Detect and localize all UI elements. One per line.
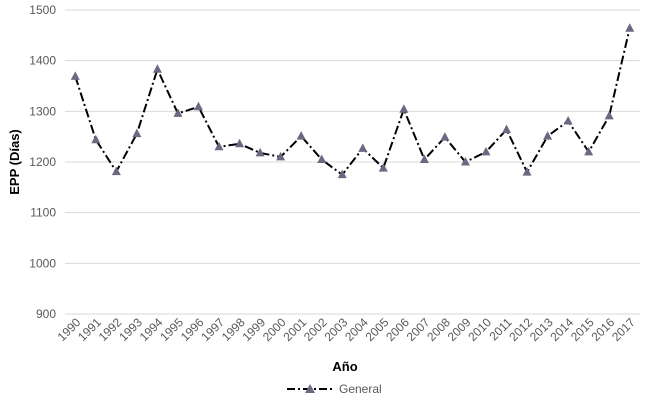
- data-point-1998: [235, 138, 245, 148]
- data-point-1996: [193, 101, 203, 111]
- data-point-1992: [111, 166, 121, 176]
- data-point-2001: [296, 131, 306, 140]
- data-point-2010: [481, 146, 491, 156]
- series-line-general: [74, 27, 631, 176]
- y-axis-title: EPP (Días): [7, 129, 22, 195]
- data-point-2014: [563, 115, 573, 125]
- data-point-1997: [214, 141, 224, 151]
- legend-triangle-marker: [305, 384, 315, 393]
- data-point-1994: [152, 64, 162, 73]
- data-point-2016: [604, 110, 614, 120]
- data-point-1991: [91, 134, 101, 144]
- data-point-2017: [625, 23, 635, 32]
- data-point-2006: [399, 104, 409, 113]
- data-point-2013: [543, 131, 553, 140]
- data-point-2012: [522, 167, 532, 176]
- x-axis-ticks: 1990199119921993199419951996199719981999…: [55, 315, 638, 344]
- data-point-2015: [584, 146, 594, 156]
- data-point-2007: [419, 154, 429, 163]
- y-tick-label: 1400: [29, 54, 56, 68]
- data-point-1999: [255, 147, 265, 157]
- series-layer: [70, 23, 635, 179]
- y-axis-ticks: 900 1000 1100 1200 1300 1400 1500: [29, 3, 56, 321]
- data-point-2002: [317, 154, 327, 163]
- data-point-1995: [173, 108, 183, 117]
- legend: General: [287, 382, 382, 396]
- y-tick-label: 1200: [29, 155, 56, 169]
- data-point-1993: [132, 128, 142, 138]
- data-point-2011: [502, 124, 512, 134]
- data-point-2008: [440, 132, 450, 141]
- data-point-2005: [378, 163, 388, 172]
- data-point-2009: [460, 157, 470, 166]
- grid-lines: [65, 9, 640, 315]
- y-tick-label: 1100: [30, 206, 56, 220]
- data-point-1990: [70, 71, 80, 80]
- legend-label-general: General: [339, 382, 382, 396]
- data-point-2003: [337, 169, 347, 179]
- y-tick-label: 900: [36, 307, 56, 321]
- y-tick-label: 1000: [29, 256, 56, 270]
- y-tick-label: 1500: [29, 3, 56, 17]
- data-point-2004: [358, 143, 368, 152]
- x-axis-title: Año: [332, 359, 357, 374]
- x-tick-label: 2017: [609, 315, 638, 344]
- data-point-2000: [276, 151, 286, 161]
- y-tick-label: 1300: [29, 104, 56, 118]
